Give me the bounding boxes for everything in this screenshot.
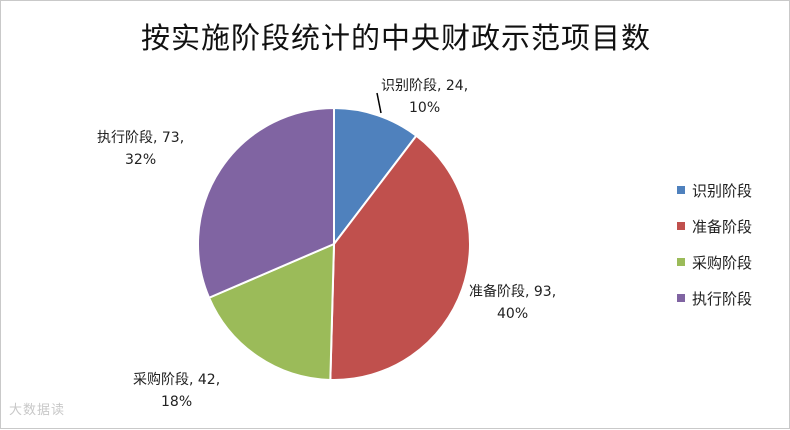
data-label-procurement: 采购阶段, 42, 18% [133, 369, 220, 413]
chart-title: 按实施阶段统计的中央财政示范项目数 [140, 21, 651, 55]
legend-swatch-execution [677, 294, 685, 302]
pie-slice-preparation [329, 134, 471, 381]
data-label-preparation-line1: 准备阶段, 93, [469, 284, 557, 300]
chart-legend: 识别阶段 准备阶段 采购阶段 执行阶段 [677, 177, 752, 321]
legend-swatch-preparation [677, 222, 685, 230]
legend-item-procurement: 采购阶段 [677, 249, 752, 275]
legend-label-preparation: 准备阶段 [692, 217, 753, 236]
data-label-identification-line1: 识别阶段, 24, [381, 78, 469, 94]
legend-item-identification: 识别阶段 [677, 177, 752, 203]
data-label-preparation-line2: 40% [497, 306, 529, 322]
pie-slice-identification [333, 106, 418, 247]
pie-slice-execution [197, 106, 335, 300]
data-label-identification-line2: 10% [409, 100, 441, 116]
watermark-text: 大数据读 [9, 403, 66, 418]
data-label-identification: 识别阶段, 24, 10% [381, 75, 468, 119]
data-label-execution: 执行阶段, 73, 32% [97, 127, 184, 171]
pie-slice-procurement [207, 242, 336, 381]
data-label-procurement-line2: 18% [161, 394, 193, 410]
data-label-preparation: 准备阶段, 93, 40% [469, 281, 556, 325]
legend-swatch-procurement [677, 258, 685, 266]
legend-label-execution: 执行阶段 [692, 289, 753, 308]
legend-swatch-identification [677, 186, 685, 194]
legend-label-procurement: 采购阶段 [692, 253, 753, 272]
leader-line-identification [376, 92, 382, 114]
data-label-execution-line2: 32% [125, 152, 157, 168]
data-label-execution-line1: 执行阶段, 73, [97, 130, 185, 146]
legend-item-preparation: 准备阶段 [677, 213, 752, 239]
data-label-procurement-line1: 采购阶段, 42, [133, 372, 221, 388]
legend-item-execution: 执行阶段 [677, 285, 752, 311]
legend-label-identification: 识别阶段 [692, 181, 753, 200]
